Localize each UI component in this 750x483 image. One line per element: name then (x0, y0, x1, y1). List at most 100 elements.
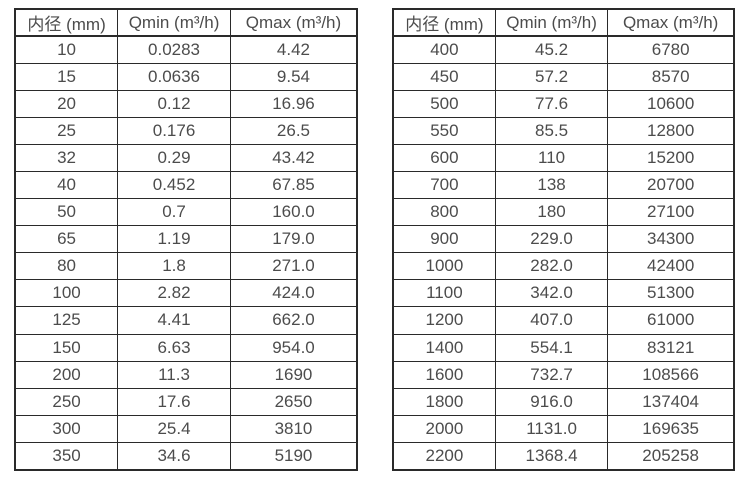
table-cell: 6.63 (117, 333, 231, 362)
table-row: 2000 1131.0 169635 (392, 414, 735, 443)
table-cell: 12800 (607, 117, 735, 146)
table-cell: 800 (392, 198, 496, 227)
column-header-0: 内径 (mm) (392, 8, 496, 37)
table-cell: 100 (14, 279, 119, 308)
table-cell: 20700 (607, 171, 735, 200)
table-row: 80 1.8 271.0 (14, 252, 358, 281)
table-cell: 15200 (607, 144, 735, 173)
table-cell: 550 (392, 117, 496, 146)
table-row: 1200 407.0 61000 (392, 306, 735, 335)
table-cell: 26.5 (229, 117, 358, 146)
table-cell: 85.5 (494, 117, 609, 146)
table-row: 600 110 15200 (392, 144, 735, 173)
table-row: 40 0.452 67.85 (14, 171, 358, 200)
table-row: 400 45.2 6780 (392, 35, 735, 65)
table-row: 150 6.63 954.0 (14, 333, 358, 362)
table-cell: 732.7 (494, 360, 609, 389)
table-row: 1800 916.0 137404 (392, 387, 735, 416)
table-cell: 0.0636 (117, 63, 231, 92)
table-cell: 700 (392, 171, 496, 200)
table-cell: 10600 (607, 90, 735, 119)
table-cell: 1690 (229, 360, 358, 389)
table-cell: 0.29 (117, 144, 231, 173)
table-row: 1100 342.0 51300 (392, 279, 735, 308)
table-cell: 61000 (607, 306, 735, 335)
table-cell: 67.85 (229, 171, 358, 200)
table-row: 800 180 27100 (392, 198, 735, 227)
table-row: 1600 732.7 108566 (392, 360, 735, 389)
table-cell: 407.0 (494, 306, 609, 335)
table-cell: 125 (14, 306, 119, 335)
table-cell: 2.82 (117, 279, 231, 308)
table-row: 700 138 20700 (392, 171, 735, 200)
table-cell: 424.0 (229, 279, 358, 308)
table-cell: 200 (14, 360, 119, 389)
table-row: 2200 1368.4 205258 (392, 441, 735, 471)
table-cell: 1131.0 (494, 414, 609, 443)
table-row: 125 4.41 662.0 (14, 306, 358, 335)
table-row: 1400 554.1 83121 (392, 333, 735, 362)
table-header-row: 内径 (mm) Qmin (m³/h) Qmax (m³/h) (392, 8, 735, 37)
table-cell: 110 (494, 144, 609, 173)
table-row: 50 0.7 160.0 (14, 198, 358, 227)
table-cell: 2650 (229, 387, 358, 416)
table-cell: 0.12 (117, 90, 231, 119)
table-cell: 4.41 (117, 306, 231, 335)
table-cell: 34.6 (117, 441, 231, 471)
table-cell: 350 (14, 441, 119, 471)
table-row: 450 57.2 8570 (392, 63, 735, 92)
table-cell: 2200 (392, 441, 496, 471)
table-row: 200 11.3 1690 (14, 360, 358, 389)
table-row: 300 25.4 3810 (14, 414, 358, 443)
table-header-row: 内径 (mm) Qmin (m³/h) Qmax (m³/h) (14, 8, 358, 37)
table-cell: 17.6 (117, 387, 231, 416)
table-cell: 205258 (607, 441, 735, 471)
table-row: 900 229.0 34300 (392, 225, 735, 254)
table-cell: 45.2 (494, 35, 609, 65)
table-cell: 300 (14, 414, 119, 443)
table-cell: 25 (14, 117, 119, 146)
table-cell: 1100 (392, 279, 496, 308)
table-cell: 229.0 (494, 225, 609, 254)
table-cell: 1368.4 (494, 441, 609, 471)
table-cell: 51300 (607, 279, 735, 308)
table-cell: 10 (14, 35, 119, 65)
table-cell: 9.54 (229, 63, 358, 92)
table-cell: 80 (14, 252, 119, 281)
table-cell: 138 (494, 171, 609, 200)
table-cell: 0.452 (117, 171, 231, 200)
table-cell: 8570 (607, 63, 735, 92)
table-cell: 1000 (392, 252, 496, 281)
table-cell: 250 (14, 387, 119, 416)
table-cell: 1.8 (117, 252, 231, 281)
table-cell: 150 (14, 333, 119, 362)
table-row: 65 1.19 179.0 (14, 225, 358, 254)
table-cell: 15 (14, 63, 119, 92)
table-cell: 1200 (392, 306, 496, 335)
table-cell: 6780 (607, 35, 735, 65)
table-cell: 83121 (607, 333, 735, 362)
table-row: 100 2.82 424.0 (14, 279, 358, 308)
table-row: 20 0.12 16.96 (14, 90, 358, 119)
column-header-2: Qmax (m³/h) (229, 8, 358, 37)
table-cell: 137404 (607, 387, 735, 416)
table-cell: 500 (392, 90, 496, 119)
table-cell: 57.2 (494, 63, 609, 92)
table-cell: 282.0 (494, 252, 609, 281)
table-cell: 1800 (392, 387, 496, 416)
table-cell: 34300 (607, 225, 735, 254)
table-row: 25 0.176 26.5 (14, 117, 358, 146)
table-cell: 1400 (392, 333, 496, 362)
table-cell: 0.176 (117, 117, 231, 146)
table-cell: 900 (392, 225, 496, 254)
table-cell: 2000 (392, 414, 496, 443)
table-row: 350 34.6 5190 (14, 441, 358, 471)
table-cell: 3810 (229, 414, 358, 443)
table-cell: 1.19 (117, 225, 231, 254)
table-cell: 32 (14, 144, 119, 173)
table-row: 500 77.6 10600 (392, 90, 735, 119)
table-cell: 65 (14, 225, 119, 254)
table-cell: 160.0 (229, 198, 358, 227)
table-cell: 450 (392, 63, 496, 92)
